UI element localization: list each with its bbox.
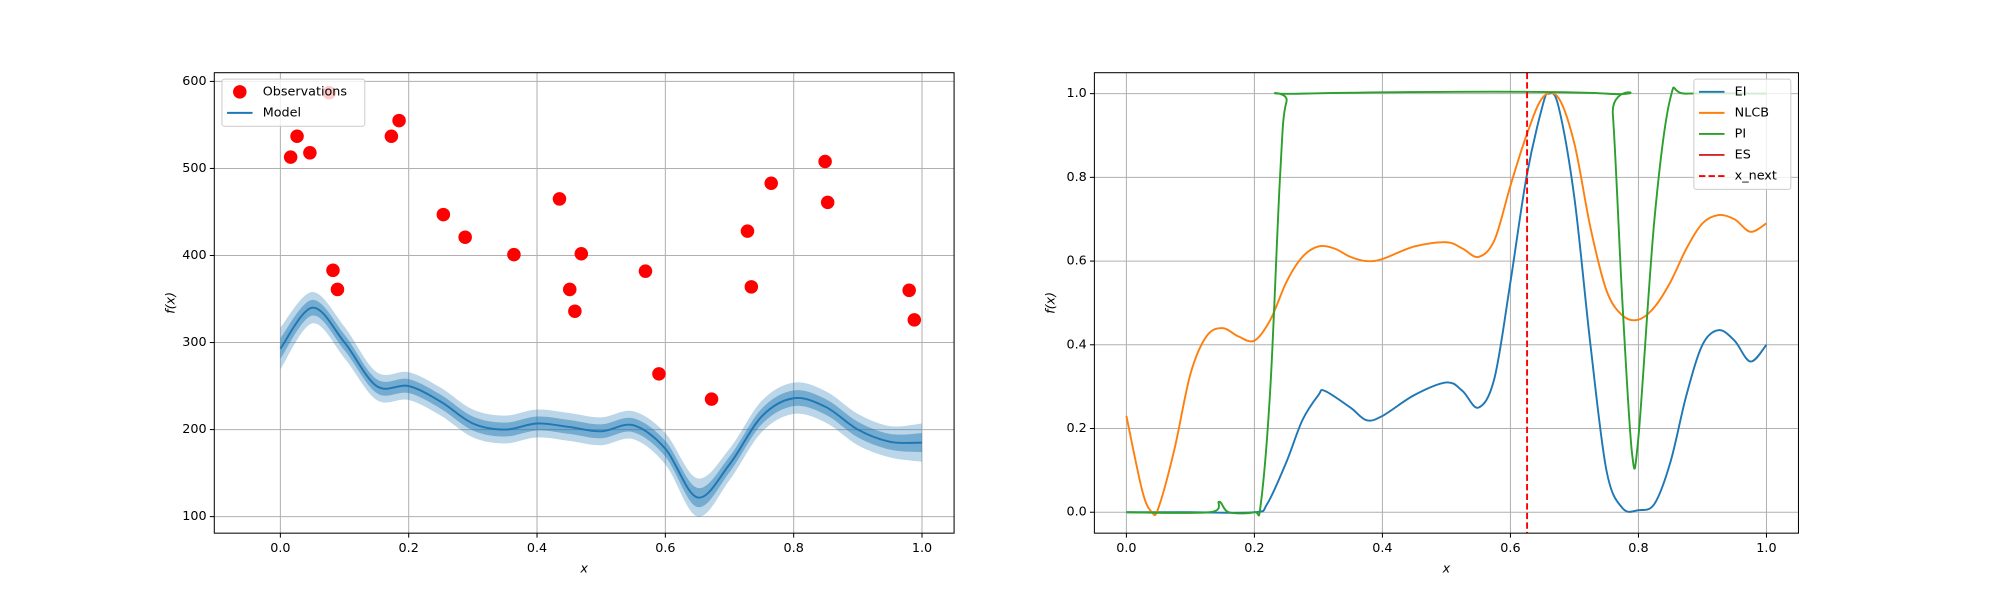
legend-label: Model: [263, 105, 301, 120]
legend-label: PI: [1735, 126, 1746, 141]
x-axis-label: x: [579, 561, 588, 576]
observation-point: [458, 230, 472, 244]
observation-point: [764, 176, 778, 191]
series-line: [1125, 91, 1767, 517]
observation-point: [652, 367, 666, 381]
observation-point: [902, 283, 916, 298]
observation-point: [907, 313, 922, 327]
observation-point: [568, 304, 582, 318]
y-tick-label: 100: [182, 509, 206, 524]
legend-box: [221, 78, 366, 127]
legend-label: NLCB: [1735, 105, 1769, 120]
x-tick-label: 0.6: [655, 541, 675, 556]
x-tick-label: 0.0: [270, 541, 290, 556]
legend-box: [1693, 78, 1792, 190]
y-tick-label: 0.4: [1066, 337, 1086, 352]
y-tick-label: 0.6: [1066, 254, 1086, 269]
x-tick-label: 1.0: [1756, 541, 1776, 556]
series-line: [1126, 86, 1767, 517]
x-tick-label: 0.4: [527, 541, 547, 556]
observation-point: [384, 129, 399, 144]
observation-point: [392, 113, 406, 128]
y-tick-label: 0.8: [1066, 170, 1086, 185]
y-tick-label: 500: [182, 161, 206, 176]
observation-point: [818, 154, 832, 169]
x-axis-label: x: [1442, 561, 1451, 576]
observation-point: [740, 224, 755, 238]
y-axis-label: f(x): [1044, 292, 1059, 314]
observation-point: [562, 282, 577, 297]
observation-point: [303, 146, 317, 160]
y-tick-label: 1.0: [1066, 86, 1086, 101]
y-axis-label: f(x): [163, 292, 178, 314]
legend-label: Observations: [263, 84, 348, 99]
plot-area: [279, 85, 923, 517]
observation-point: [704, 392, 719, 406]
y-tick-label: 600: [182, 74, 206, 89]
x-tick-label: 0.8: [1628, 541, 1648, 556]
y-tick-label: 0.2: [1066, 421, 1086, 436]
plot-area: [1125, 72, 1768, 534]
x-tick-label: 0.2: [399, 541, 419, 556]
axes-frame: [1093, 72, 1799, 534]
x-tick-label: 0.2: [1244, 541, 1264, 556]
legend-label: x_next: [1735, 169, 1777, 184]
observation-point: [436, 207, 451, 222]
legend-label: ES: [1735, 147, 1751, 162]
y-tick-label: 300: [182, 335, 206, 350]
series-line: [1126, 92, 1768, 514]
observation-point: [283, 150, 298, 164]
observation-point: [552, 192, 567, 206]
axes-frame: [213, 72, 955, 534]
y-tick-label: 400: [182, 248, 206, 263]
legend-label: EI: [1735, 84, 1747, 99]
observation-point: [330, 282, 345, 297]
x-tick-label: 0.6: [1500, 541, 1520, 556]
x-tick-label: 0.8: [784, 541, 804, 556]
observation-point: [326, 263, 340, 278]
y-tick-label: 200: [182, 422, 206, 437]
observation-point: [290, 129, 304, 144]
confidence-band: [280, 292, 923, 517]
observation-point: [744, 280, 759, 294]
observation-point: [507, 247, 521, 262]
observation-point: [820, 195, 835, 210]
observation-point: [638, 264, 653, 278]
x-tick-label: 0.4: [1372, 541, 1392, 556]
x-tick-label: 1.0: [912, 541, 932, 556]
series-line: [279, 306, 923, 499]
x-tick-label: 0.0: [1116, 541, 1136, 556]
observation-point: [574, 246, 589, 261]
legend-marker: [233, 85, 247, 99]
y-tick-label: 0.0: [1066, 505, 1086, 520]
confidence-band: [280, 299, 923, 508]
